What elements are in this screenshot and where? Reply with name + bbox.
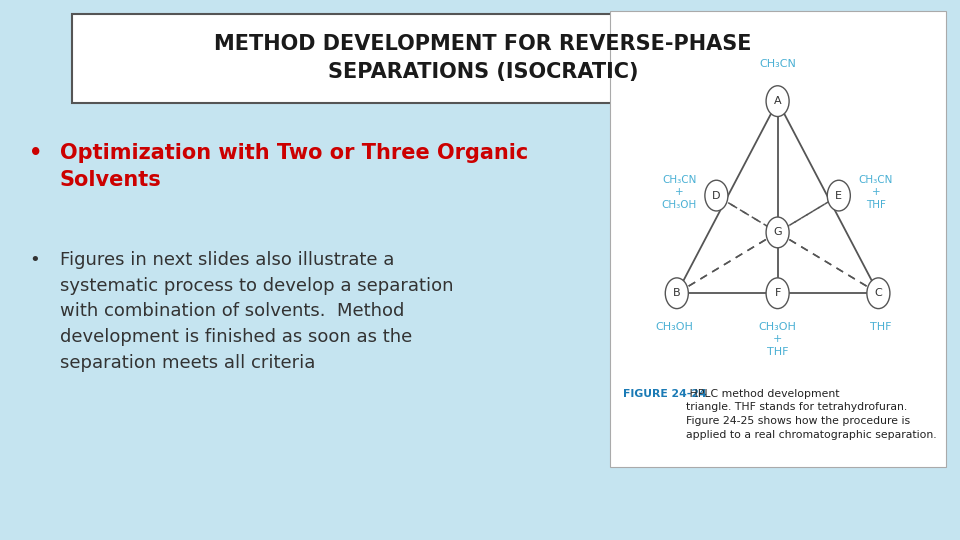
FancyBboxPatch shape [72,14,893,103]
Circle shape [766,278,789,309]
Text: CH₃CN
+
CH₃OH: CH₃CN + CH₃OH [661,175,697,210]
Text: CH₃OH: CH₃OH [656,322,693,332]
Text: D: D [712,191,721,200]
Text: •: • [29,251,39,269]
Text: C: C [875,288,882,298]
Text: THF: THF [870,322,892,332]
Text: FIGURE 24-24: FIGURE 24-24 [622,389,707,399]
Text: E: E [835,191,842,200]
Text: G: G [774,227,781,238]
Text: CH₃OH
+
THF: CH₃OH + THF [758,322,797,357]
Text: F: F [775,288,780,298]
Circle shape [665,278,688,309]
Circle shape [867,278,890,309]
Text: CH₃CN: CH₃CN [759,59,796,69]
Text: Figures in next slides also illustrate a
systematic process to develop a separat: Figures in next slides also illustrate a… [60,251,453,372]
Circle shape [705,180,728,211]
Circle shape [766,217,789,248]
Circle shape [766,86,789,117]
Text: A: A [774,96,781,106]
Text: B: B [673,288,681,298]
Text: HPLC method development
triangle. THF stands for tetrahydrofuran.
Figure 24-25 s: HPLC method development triangle. THF st… [686,389,937,440]
Text: •: • [29,143,42,163]
Text: METHOD DEVELOPMENT FOR REVERSE-PHASE
SEPARATIONS (ISOCRATIC): METHOD DEVELOPMENT FOR REVERSE-PHASE SEP… [214,34,752,82]
FancyBboxPatch shape [610,11,946,467]
Circle shape [828,180,851,211]
Text: CH₃CN
+
THF: CH₃CN + THF [859,175,893,210]
Text: Optimization with Two or Three Organic
Solvents: Optimization with Two or Three Organic S… [60,143,528,190]
